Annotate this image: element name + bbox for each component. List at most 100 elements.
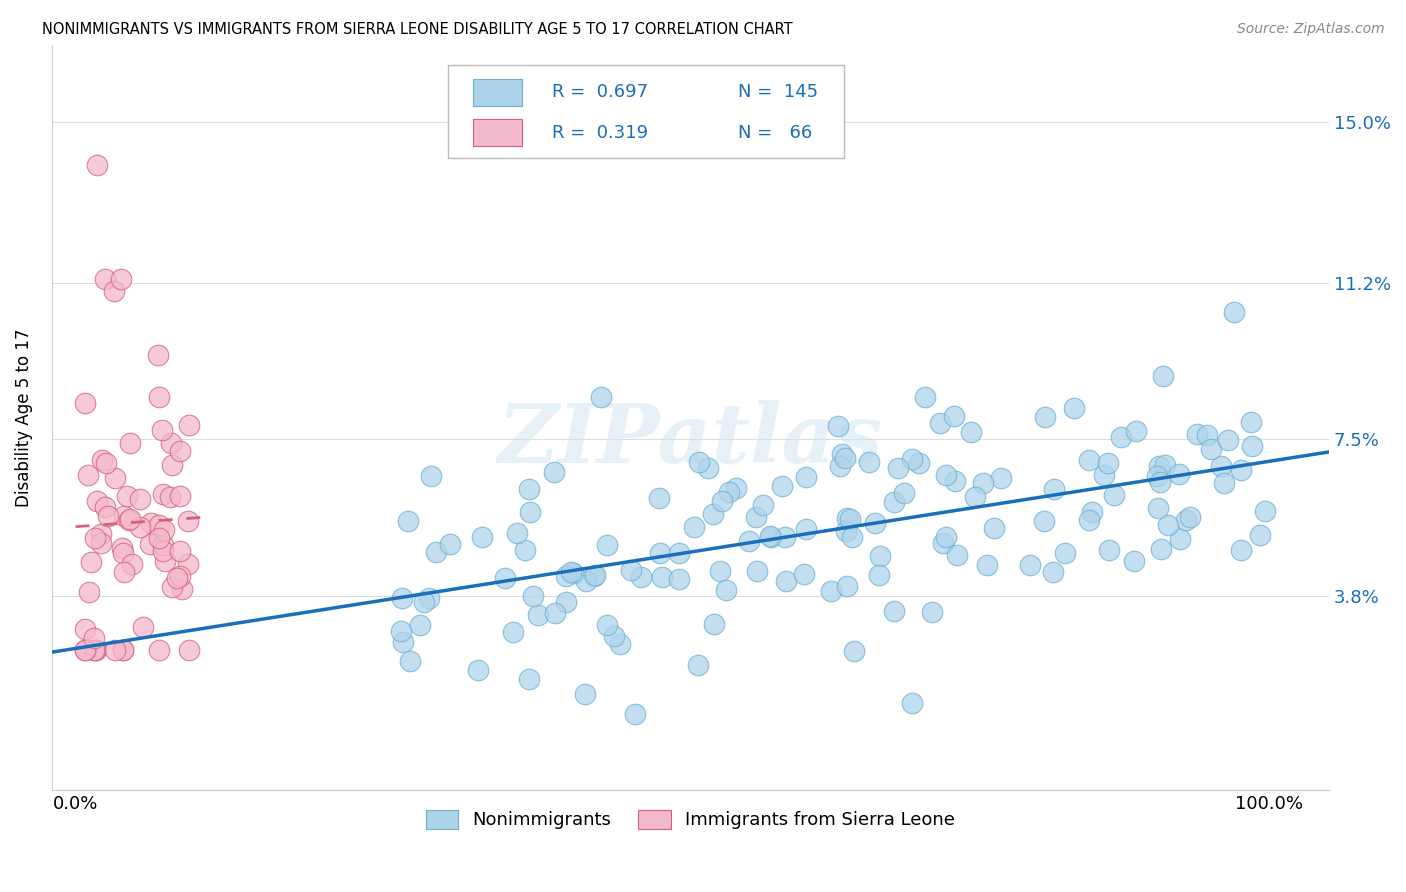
Point xyxy=(513,542,536,557)
Point xyxy=(104,643,127,657)
Point xyxy=(1180,510,1202,524)
Point xyxy=(620,563,643,577)
Point xyxy=(153,554,176,568)
Point xyxy=(830,459,852,474)
Point xyxy=(589,390,612,404)
Point xyxy=(75,623,97,637)
Point xyxy=(883,604,905,618)
Point xyxy=(522,589,544,603)
Point xyxy=(152,538,174,552)
Point xyxy=(494,571,516,585)
Point xyxy=(1078,513,1101,527)
Point xyxy=(104,471,127,485)
Point xyxy=(745,510,768,524)
Point xyxy=(153,523,176,537)
Point xyxy=(526,607,548,622)
Point xyxy=(152,487,174,501)
Point xyxy=(1102,487,1125,501)
Point xyxy=(94,271,117,285)
Point xyxy=(1174,513,1197,527)
Point xyxy=(583,569,606,583)
FancyBboxPatch shape xyxy=(474,78,522,106)
Point xyxy=(1043,482,1066,496)
Point xyxy=(1249,528,1271,542)
Point xyxy=(1195,427,1218,442)
Point xyxy=(172,582,194,596)
Point xyxy=(418,591,440,605)
Point xyxy=(1097,456,1119,470)
Point xyxy=(120,511,142,525)
Point xyxy=(1185,426,1208,441)
Point xyxy=(983,521,1005,535)
Point xyxy=(827,419,849,434)
Point xyxy=(935,467,957,482)
Point xyxy=(169,443,191,458)
Point xyxy=(773,530,796,544)
Point xyxy=(86,643,108,657)
Point xyxy=(162,458,184,472)
Point xyxy=(942,409,965,423)
Point xyxy=(1168,532,1191,546)
Point xyxy=(943,474,966,488)
Point xyxy=(389,624,412,639)
Point xyxy=(1147,459,1170,474)
Point xyxy=(834,451,856,466)
Point xyxy=(711,493,734,508)
Point xyxy=(794,522,817,536)
Point xyxy=(1229,463,1251,477)
Point xyxy=(868,568,890,582)
Point xyxy=(1147,501,1170,516)
Point xyxy=(1109,429,1132,443)
Point xyxy=(820,583,842,598)
Point xyxy=(76,467,98,482)
Point xyxy=(1157,517,1180,532)
Point xyxy=(467,663,489,677)
Point xyxy=(94,456,117,470)
Point xyxy=(177,557,200,571)
Point xyxy=(80,555,103,569)
Point xyxy=(84,531,107,545)
Point xyxy=(717,485,740,500)
Point xyxy=(914,391,936,405)
Point xyxy=(1150,542,1173,557)
Point xyxy=(129,491,152,506)
Point xyxy=(893,485,915,500)
Point xyxy=(118,513,141,527)
Point xyxy=(169,489,191,503)
Point xyxy=(519,505,541,519)
Point xyxy=(935,530,957,544)
Point xyxy=(990,471,1012,485)
Point xyxy=(595,538,617,552)
Text: NONIMMIGRANTS VS IMMIGRANTS FROM SIERRA LEONE DISABILITY AGE 5 TO 17 CORRELATION: NONIMMIGRANTS VS IMMIGRANTS FROM SIERRA … xyxy=(42,22,793,37)
Point xyxy=(929,416,952,430)
Point xyxy=(886,460,908,475)
FancyBboxPatch shape xyxy=(474,119,522,146)
Point xyxy=(841,531,863,545)
Text: N =   66: N = 66 xyxy=(738,124,811,142)
Point xyxy=(94,500,117,514)
Point xyxy=(177,515,200,529)
Point xyxy=(166,571,188,585)
Point xyxy=(1123,554,1146,568)
Point xyxy=(177,417,200,432)
Point xyxy=(115,489,138,503)
Point xyxy=(839,512,862,526)
Point xyxy=(148,518,170,533)
Point xyxy=(623,706,645,721)
Point xyxy=(1222,305,1244,319)
Point xyxy=(103,285,125,299)
Point xyxy=(86,493,108,508)
Point xyxy=(169,543,191,558)
Point xyxy=(752,498,775,512)
Point xyxy=(648,491,671,506)
Point xyxy=(759,530,782,544)
Point xyxy=(758,529,780,543)
Point xyxy=(702,507,724,521)
Point xyxy=(152,543,174,558)
Point xyxy=(1211,458,1233,473)
Point xyxy=(83,643,105,657)
Point xyxy=(972,475,994,490)
Point xyxy=(544,606,567,620)
Point xyxy=(1201,442,1223,456)
Point xyxy=(1033,514,1056,528)
